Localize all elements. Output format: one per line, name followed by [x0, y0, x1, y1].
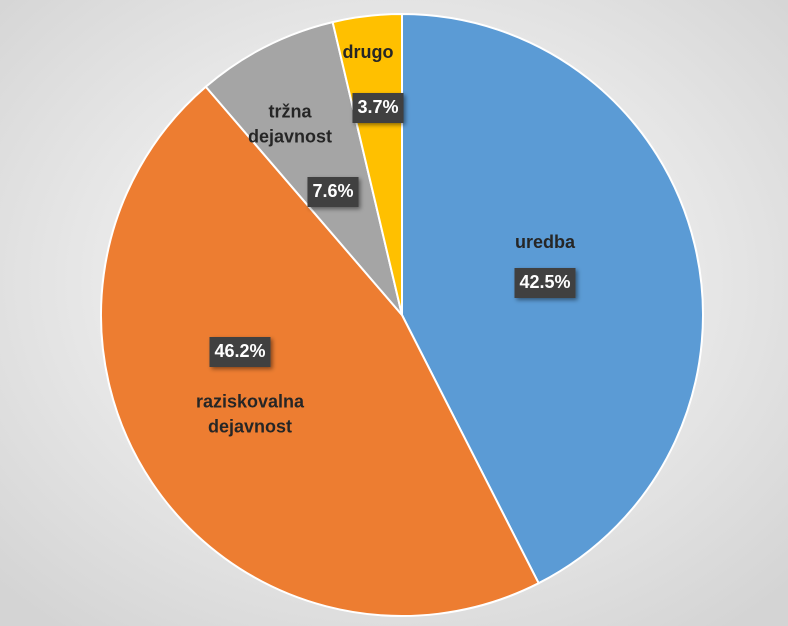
- category-label: drugo: [343, 42, 394, 62]
- category-label: uredba: [515, 232, 576, 252]
- value-label-box: [352, 93, 404, 123]
- category-label: raziskovalna dejavnost: [196, 391, 305, 436]
- value-label: 7.6%: [312, 181, 353, 201]
- pie-slice: [331, 12, 403, 316]
- category-label: tržna dejavnost: [248, 101, 332, 146]
- pie-slice: [204, 20, 403, 316]
- value-label: 46.2%: [214, 341, 265, 361]
- value-label-box: [514, 268, 576, 298]
- pie-slice: [401, 12, 704, 585]
- value-label-box: [209, 337, 271, 367]
- pie-slice: [100, 85, 540, 617]
- value-label: 3.7%: [357, 97, 398, 117]
- labels: uredba 42.5% raziskovalna dejavnost 46.2% trž…: [196, 42, 576, 437]
- value-label-box: [307, 177, 359, 207]
- value-label: 42.5%: [519, 272, 570, 292]
- pie: [100, 12, 704, 617]
